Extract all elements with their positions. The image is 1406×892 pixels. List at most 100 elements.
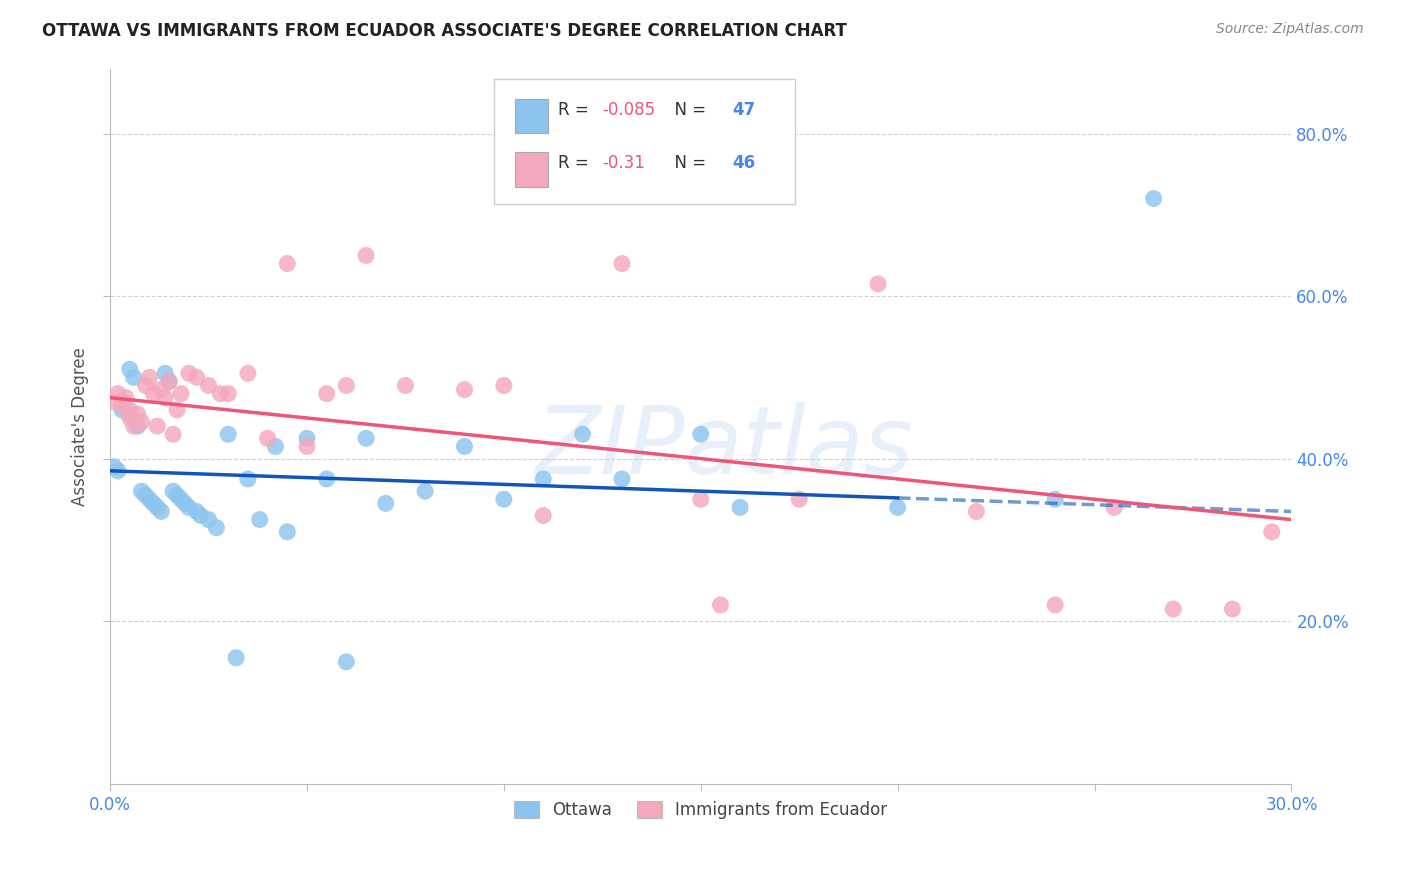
Text: R =: R = — [558, 101, 593, 119]
Point — [413, 484, 436, 499]
Point — [103, 394, 125, 409]
Text: -0.31: -0.31 — [603, 153, 645, 171]
Point — [209, 386, 232, 401]
Point — [166, 488, 188, 502]
Point — [118, 411, 141, 425]
Point — [205, 521, 228, 535]
Point — [236, 366, 259, 380]
Text: N =: N = — [664, 153, 711, 171]
Point — [153, 366, 176, 380]
Point — [131, 484, 153, 499]
Text: 46: 46 — [733, 153, 756, 171]
Point — [689, 492, 711, 507]
Point — [335, 655, 357, 669]
Point — [453, 383, 475, 397]
Point — [153, 391, 176, 405]
Point — [264, 439, 287, 453]
Point — [354, 248, 377, 262]
Point — [354, 431, 377, 445]
Point — [114, 391, 136, 405]
Point — [118, 402, 141, 417]
Point — [111, 394, 134, 409]
Point — [177, 366, 200, 380]
Point — [170, 386, 193, 401]
Point — [1043, 598, 1066, 612]
Point — [157, 375, 180, 389]
Point — [1261, 524, 1284, 539]
Point — [107, 464, 129, 478]
Point — [276, 524, 298, 539]
Point — [315, 386, 337, 401]
Point — [197, 513, 219, 527]
Point — [103, 459, 125, 474]
Text: -0.085: -0.085 — [603, 101, 655, 119]
Point — [111, 399, 134, 413]
Point — [162, 427, 184, 442]
Point — [335, 378, 357, 392]
Point — [146, 500, 169, 515]
Point — [394, 378, 416, 392]
Point — [138, 370, 160, 384]
Point — [453, 439, 475, 453]
Point — [689, 427, 711, 442]
Point — [190, 508, 212, 523]
Point — [138, 492, 160, 507]
Point — [118, 362, 141, 376]
Point — [531, 472, 554, 486]
Text: Source: ZipAtlas.com: Source: ZipAtlas.com — [1216, 22, 1364, 37]
Point — [886, 500, 908, 515]
Point — [1102, 500, 1125, 515]
Point — [150, 383, 173, 397]
Point — [217, 427, 239, 442]
Point — [127, 407, 149, 421]
Text: R =: R = — [558, 153, 593, 171]
Point — [256, 431, 278, 445]
Point — [1222, 602, 1244, 616]
Text: OTTAWA VS IMMIGRANTS FROM ECUADOR ASSOCIATE'S DEGREE CORRELATION CHART: OTTAWA VS IMMIGRANTS FROM ECUADOR ASSOCI… — [42, 22, 846, 40]
Text: 47: 47 — [733, 101, 756, 119]
Point — [571, 427, 593, 442]
Text: ZIPatlas: ZIPatlas — [536, 402, 914, 493]
Point — [531, 508, 554, 523]
Point — [186, 370, 208, 384]
Text: N =: N = — [664, 101, 711, 119]
Point — [492, 492, 515, 507]
Point — [162, 484, 184, 499]
Point — [965, 504, 987, 518]
Point — [492, 378, 515, 392]
Point — [295, 431, 318, 445]
Point — [146, 419, 169, 434]
Point — [374, 496, 396, 510]
Point — [111, 402, 134, 417]
Point — [177, 500, 200, 515]
Point — [315, 472, 337, 486]
Point — [134, 378, 156, 392]
Point — [236, 472, 259, 486]
Point — [610, 472, 633, 486]
Y-axis label: Associate's Degree: Associate's Degree — [72, 347, 89, 506]
Point — [197, 378, 219, 392]
Point — [118, 407, 141, 421]
Bar — [515, 153, 548, 186]
Point — [276, 256, 298, 270]
Point — [170, 492, 193, 507]
Point — [131, 415, 153, 429]
Point — [142, 386, 165, 401]
Point — [787, 492, 810, 507]
Point — [295, 439, 318, 453]
Point — [142, 496, 165, 510]
Point — [1043, 492, 1066, 507]
Point — [134, 488, 156, 502]
Point — [866, 277, 889, 291]
Point — [1143, 192, 1166, 206]
Point — [157, 375, 180, 389]
Point — [174, 496, 197, 510]
Point — [217, 386, 239, 401]
Legend: Ottawa, Immigrants from Ecuador: Ottawa, Immigrants from Ecuador — [508, 794, 894, 825]
FancyBboxPatch shape — [494, 79, 796, 204]
Point — [186, 504, 208, 518]
Point — [122, 370, 145, 384]
Bar — [515, 98, 548, 133]
Point — [610, 256, 633, 270]
Point — [1163, 602, 1185, 616]
